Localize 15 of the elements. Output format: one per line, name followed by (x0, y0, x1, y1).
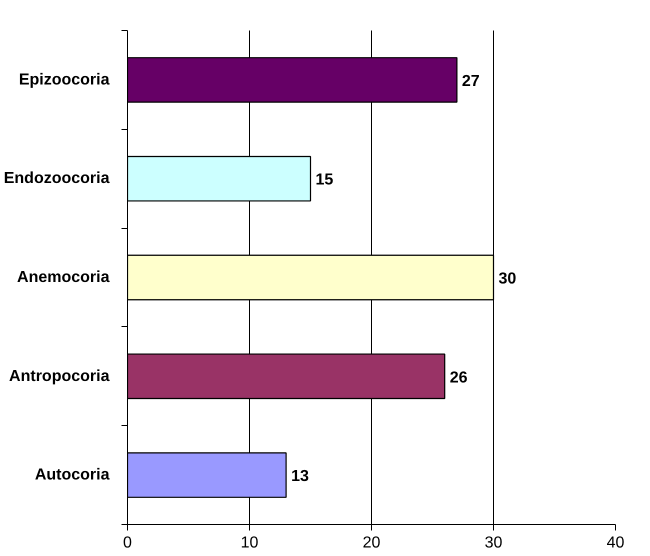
x-tick-label: 20 (362, 534, 380, 552)
y-tick-label: Anemocoria (17, 269, 110, 286)
data-label: 30 (498, 270, 516, 288)
data-label: 15 (316, 172, 334, 189)
x-tick-label: 40 (606, 534, 624, 552)
x-tick-label: 0 (123, 534, 132, 552)
data-label: 27 (462, 72, 480, 90)
data-label: 26 (450, 369, 468, 386)
y-tick-label: Autocoria (34, 466, 110, 484)
y-tick-label: Epizoocoria (18, 71, 110, 88)
y-tick-label: Endozoocoria (4, 170, 110, 188)
y-tick-label: Antropocoria (9, 368, 110, 385)
data-label: 13 (291, 468, 309, 486)
x-tick-label: 10 (240, 534, 258, 552)
x-tick-label: 30 (484, 534, 502, 552)
